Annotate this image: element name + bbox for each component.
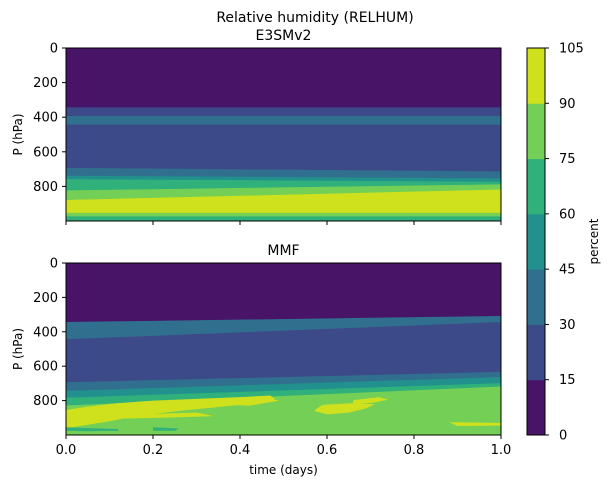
contour-area [66, 48, 501, 221]
contour-band-0 [66, 48, 501, 108]
colorbar-swatch-4 [527, 158, 545, 215]
colorbar-frame [526, 47, 546, 436]
contour-patch-4 [353, 397, 388, 404]
contour-band-0 [66, 263, 501, 323]
colorbar-tick-label: 0 [559, 429, 567, 444]
contour-band-6 [66, 179, 501, 192]
contour-band-8 [66, 189, 501, 214]
x-axis-label: time (days) [249, 463, 318, 477]
y-axis-label: P (hPa) [11, 328, 25, 370]
axes-frame [65, 47, 502, 222]
y-tick-label: 400 [33, 111, 58, 126]
colorbar-swatch-0 [527, 379, 545, 436]
mmf-panel: MMF 0 200 400 600 800 0.0 0.2 0.4 0.6 0.8 1.0 P (hPa… [11, 243, 511, 477]
colorbar-tick-label: 15 [559, 373, 576, 388]
x-tick-label: 1.0 [491, 443, 512, 458]
contour-band-10 [66, 216, 501, 221]
contour-band-3 [66, 124, 501, 172]
y-tick-label: 800 [33, 180, 58, 195]
colorbar: 0 15 30 45 60 75 90 105 percent [526, 42, 601, 444]
contour-band-1 [66, 316, 501, 340]
y-tick-label: 800 [33, 394, 58, 409]
contour-band-3 [66, 371, 501, 392]
x-tick-label: 0.4 [230, 443, 251, 458]
y-tick-label: 200 [33, 291, 58, 306]
contour-band-6 [66, 386, 501, 435]
colorbar-swatch-1 [527, 324, 545, 381]
colorbar-tick-label: 60 [559, 207, 576, 222]
x-tick-label: 0.2 [143, 443, 164, 458]
contour-patch-7 [153, 427, 180, 431]
y-tick-label: 0 [50, 257, 58, 272]
contour-band-4 [66, 377, 501, 399]
axes-frame [65, 262, 502, 436]
contour-band-9 [66, 212, 501, 217]
contour-band-2 [66, 116, 501, 126]
colorbar-tick-label: 75 [559, 152, 576, 167]
contour-band-2 [66, 322, 501, 383]
y-tick-label: 600 [33, 145, 58, 160]
contour-patch-1 [92, 412, 214, 419]
y-axis-label: P (hPa) [11, 113, 25, 155]
contour-patch-2 [209, 396, 280, 406]
contour-band-4 [66, 167, 501, 179]
y-tick-label: 400 [33, 325, 58, 340]
y-tick-label: 0 [50, 42, 58, 57]
contour-band-7 [66, 184, 501, 201]
contour-patch-3 [313, 403, 375, 415]
contour-area [66, 263, 501, 435]
colorbar-tick-label: 45 [559, 263, 576, 278]
colorbar-swatch-6 [527, 48, 545, 104]
contour-patch-6 [66, 427, 119, 432]
colorbar-tick-label: 90 [559, 97, 576, 112]
x-tick-label: 0.0 [56, 443, 77, 458]
y-tick-label: 600 [33, 360, 58, 375]
panel-title: MMF [267, 243, 299, 259]
colorbar-swatch-5 [527, 103, 545, 160]
suptitle: Relative humidity (RELHUM) [216, 10, 413, 26]
colorbar-swatch-2 [527, 269, 545, 325]
panel-title: E3SMv2 [256, 28, 312, 44]
contour-band-1 [66, 107, 501, 117]
colorbar-tick-label: 105 [559, 42, 584, 57]
contour-patch-5 [448, 422, 501, 427]
colorbar-label: percent [587, 218, 601, 264]
colorbar-swatch-3 [527, 213, 545, 270]
e3smv2-panel: E3SMv2 0 200 400 600 800 P (hPa) [11, 28, 502, 225]
x-tick-label: 0.8 [404, 443, 425, 458]
x-tick-label: 0.6 [317, 443, 338, 458]
y-tick-label: 200 [33, 76, 58, 91]
colorbar-tick-label: 30 [559, 318, 576, 333]
contour-band-5 [66, 175, 501, 183]
